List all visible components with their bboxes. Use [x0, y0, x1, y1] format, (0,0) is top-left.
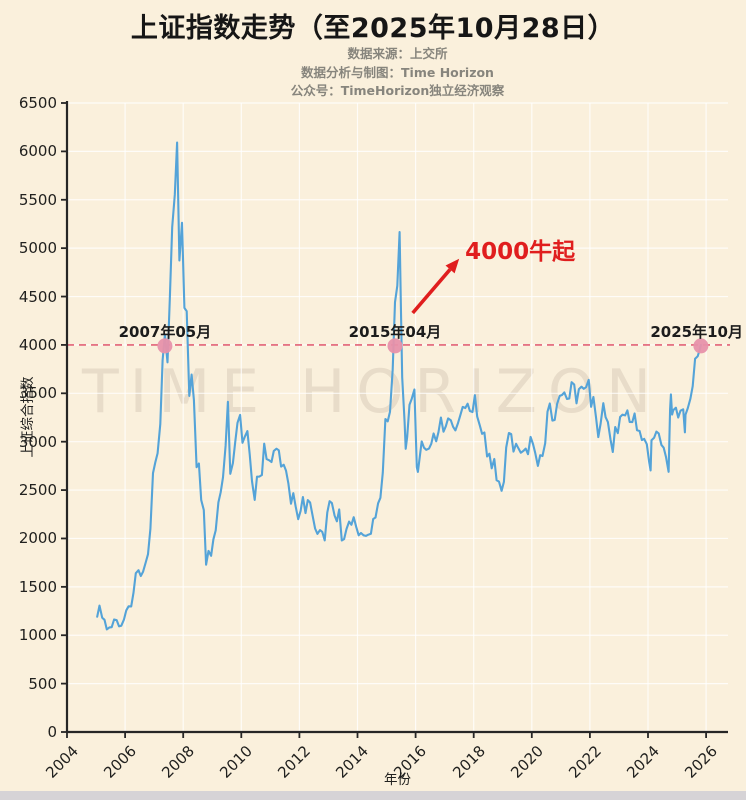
y-tick-label: 5000	[18, 239, 57, 258]
x-axis-title: 年份	[384, 772, 411, 788]
index-line	[96, 141, 702, 631]
subtitle-data-source: 数据来源：上交所	[347, 46, 448, 61]
marker-dot	[693, 338, 709, 354]
callout-arrowhead	[445, 258, 460, 274]
marker-dot	[157, 338, 173, 354]
y-tick-label: 3500	[18, 384, 57, 403]
y-tick-label: 2500	[18, 481, 57, 500]
callout-4000: 4000牛起	[465, 239, 576, 266]
subtitle-author: 数据分析与制图：Time Horizon	[301, 64, 494, 80]
marker-label: 2015年04月	[348, 322, 442, 341]
chart-subtitle: 数据来源：上交所 数据分析与制图：Time Horizon 公众号：TimeHo…	[67, 45, 728, 101]
callout-arrow	[411, 268, 452, 315]
y-tick-label: 2000	[18, 529, 57, 548]
bottom-strip	[0, 791, 746, 800]
y-tick-label: 1000	[18, 626, 57, 645]
y-tick-label: 4000	[18, 335, 57, 354]
marker-dot	[387, 338, 403, 354]
marker-label: 2007年05月	[118, 322, 212, 341]
subtitle-channel: 公众号：TimeHorizon独立经济观察	[290, 83, 505, 98]
y-tick-label: 5500	[18, 190, 57, 209]
y-tick-label: 6000	[18, 142, 57, 161]
y-tick-label: 0	[47, 723, 57, 741]
y-tick-label: 6500	[18, 94, 57, 112]
y-tick-label: 1500	[18, 577, 57, 596]
y-tick-label: 4500	[18, 287, 57, 306]
y-tick-label: 3000	[18, 432, 57, 451]
marker-label: 2025年10月	[650, 322, 743, 341]
chart-title: 上证指数走势（至2025年10月28日）	[130, 13, 616, 44]
y-tick-label: 500	[28, 674, 57, 693]
